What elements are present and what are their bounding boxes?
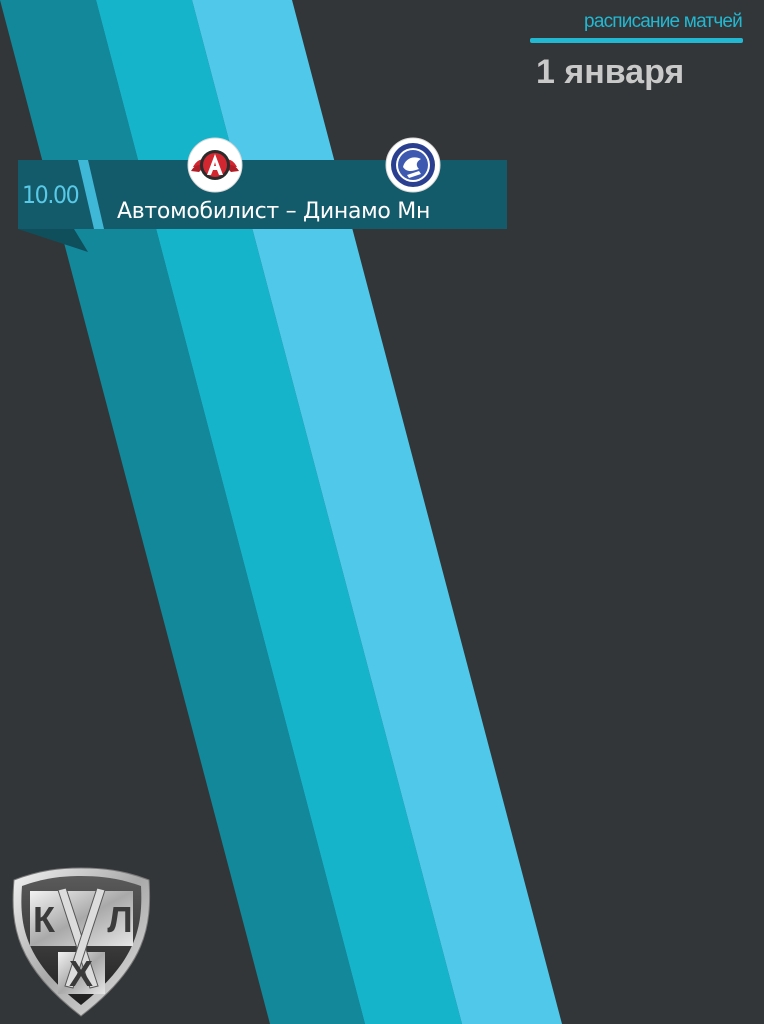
match-time: 10.00 [22,181,80,209]
match-teams: Автомобилист – Динамо Мн [117,199,431,224]
match-row: 10.00 Автомобилист – Динамо Мн [18,160,507,252]
stripe-mid [96,0,462,1024]
match-shadow [18,229,88,252]
khl-letter-l: Л [107,899,132,940]
stripe-dark [0,0,365,1024]
schedule-date: 1 января [536,53,685,91]
stripe-light [192,0,562,1024]
schedule-title: расписание матчей [584,11,743,32]
time-separator [78,160,104,229]
avtomobilist-logo-icon [187,137,243,193]
khl-letter-k: К [33,899,56,940]
title-underline [530,38,743,43]
khl-logo-icon: К Л Х [12,867,151,1017]
dinamo-minsk-logo-icon [385,137,441,193]
khl-letter-kh: Х [69,953,93,994]
